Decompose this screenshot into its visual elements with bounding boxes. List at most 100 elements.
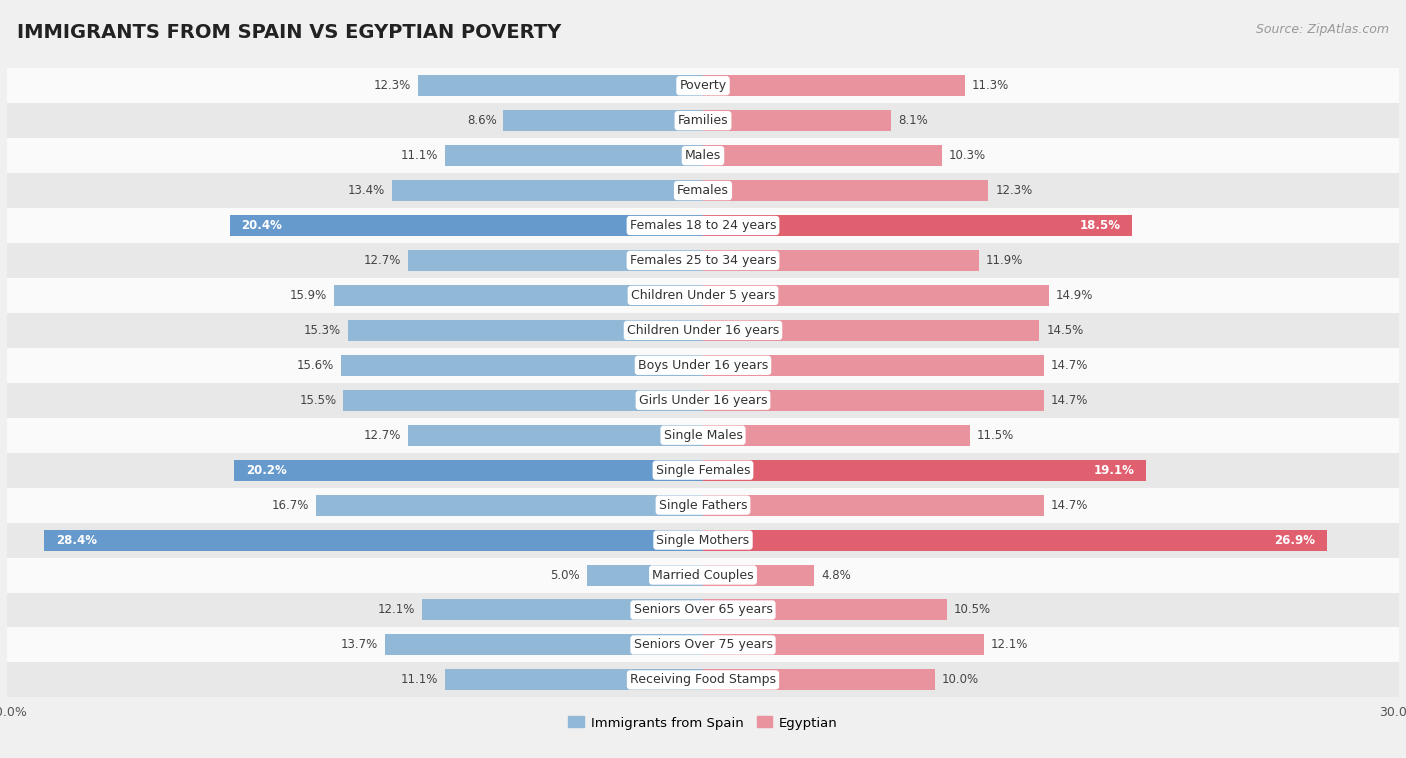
Bar: [349, 320, 703, 341]
Text: 13.4%: 13.4%: [347, 184, 385, 197]
Bar: [703, 565, 814, 585]
Bar: [44, 530, 703, 550]
Text: 4.8%: 4.8%: [821, 568, 851, 581]
Bar: [703, 424, 970, 446]
Text: Seniors Over 65 years: Seniors Over 65 years: [634, 603, 772, 616]
Text: 11.1%: 11.1%: [401, 149, 439, 162]
Text: 12.3%: 12.3%: [995, 184, 1032, 197]
Text: 8.1%: 8.1%: [898, 114, 928, 127]
Bar: [385, 634, 703, 656]
Text: Single Fathers: Single Fathers: [659, 499, 747, 512]
Bar: [408, 250, 703, 271]
Text: 15.9%: 15.9%: [290, 289, 328, 302]
Text: 12.1%: 12.1%: [991, 638, 1028, 651]
Text: 10.0%: 10.0%: [942, 673, 979, 687]
Text: Single Mothers: Single Mothers: [657, 534, 749, 547]
Bar: [342, 355, 703, 376]
Bar: [315, 495, 703, 515]
Text: 18.5%: 18.5%: [1080, 219, 1121, 232]
Bar: [7, 278, 1399, 313]
Text: 15.5%: 15.5%: [299, 393, 336, 407]
Text: 5.0%: 5.0%: [550, 568, 581, 581]
Text: Females: Females: [678, 184, 728, 197]
Bar: [7, 383, 1399, 418]
Text: 8.6%: 8.6%: [467, 114, 496, 127]
Bar: [7, 418, 1399, 453]
Text: 26.9%: 26.9%: [1274, 534, 1316, 547]
Bar: [703, 355, 1045, 376]
Bar: [703, 320, 1039, 341]
Text: 10.3%: 10.3%: [949, 149, 986, 162]
Bar: [7, 208, 1399, 243]
Text: 11.9%: 11.9%: [986, 254, 1024, 267]
Text: 13.7%: 13.7%: [342, 638, 378, 651]
Text: 28.4%: 28.4%: [56, 534, 97, 547]
Bar: [418, 75, 703, 96]
Bar: [7, 662, 1399, 697]
Text: 14.7%: 14.7%: [1052, 499, 1088, 512]
Text: Males: Males: [685, 149, 721, 162]
Bar: [703, 390, 1045, 411]
Text: 16.7%: 16.7%: [271, 499, 308, 512]
Bar: [235, 459, 703, 481]
Text: Children Under 16 years: Children Under 16 years: [627, 324, 779, 337]
Text: Single Females: Single Females: [655, 464, 751, 477]
Bar: [703, 75, 965, 96]
Bar: [7, 138, 1399, 173]
Text: 14.5%: 14.5%: [1046, 324, 1084, 337]
Bar: [703, 110, 891, 131]
Bar: [588, 565, 703, 585]
Text: 11.3%: 11.3%: [972, 79, 1010, 92]
Text: 10.5%: 10.5%: [953, 603, 991, 616]
Bar: [703, 530, 1327, 550]
Bar: [703, 250, 979, 271]
Text: IMMIGRANTS FROM SPAIN VS EGYPTIAN POVERTY: IMMIGRANTS FROM SPAIN VS EGYPTIAN POVERT…: [17, 23, 561, 42]
Bar: [7, 103, 1399, 138]
Text: 14.9%: 14.9%: [1056, 289, 1092, 302]
Bar: [446, 669, 703, 691]
Bar: [703, 669, 935, 691]
Bar: [703, 285, 1049, 306]
Text: Girls Under 16 years: Girls Under 16 years: [638, 393, 768, 407]
Bar: [422, 600, 703, 621]
Text: 12.3%: 12.3%: [374, 79, 411, 92]
Bar: [7, 348, 1399, 383]
Bar: [392, 180, 703, 201]
Bar: [7, 558, 1399, 593]
Bar: [7, 68, 1399, 103]
Legend: Immigrants from Spain, Egyptian: Immigrants from Spain, Egyptian: [562, 711, 844, 735]
Text: Single Males: Single Males: [664, 429, 742, 442]
Text: Children Under 5 years: Children Under 5 years: [631, 289, 775, 302]
Text: 14.7%: 14.7%: [1052, 393, 1088, 407]
Bar: [335, 285, 703, 306]
Bar: [7, 628, 1399, 662]
Text: 19.1%: 19.1%: [1094, 464, 1135, 477]
Text: 12.7%: 12.7%: [364, 254, 402, 267]
Bar: [703, 180, 988, 201]
Text: Boys Under 16 years: Boys Under 16 years: [638, 359, 768, 372]
Text: Poverty: Poverty: [679, 79, 727, 92]
Text: 12.7%: 12.7%: [364, 429, 402, 442]
Bar: [7, 593, 1399, 628]
Bar: [7, 453, 1399, 487]
Text: Females 18 to 24 years: Females 18 to 24 years: [630, 219, 776, 232]
Bar: [503, 110, 703, 131]
Bar: [7, 522, 1399, 558]
Bar: [7, 487, 1399, 522]
Text: Married Couples: Married Couples: [652, 568, 754, 581]
Text: 20.2%: 20.2%: [246, 464, 287, 477]
Text: 14.7%: 14.7%: [1052, 359, 1088, 372]
Text: 11.1%: 11.1%: [401, 673, 439, 687]
Bar: [703, 495, 1045, 515]
Text: Source: ZipAtlas.com: Source: ZipAtlas.com: [1256, 23, 1389, 36]
Text: 20.4%: 20.4%: [242, 219, 283, 232]
Bar: [343, 390, 703, 411]
Text: Seniors Over 75 years: Seniors Over 75 years: [634, 638, 772, 651]
Text: 11.5%: 11.5%: [977, 429, 1014, 442]
Bar: [703, 634, 984, 656]
Bar: [7, 313, 1399, 348]
Bar: [7, 173, 1399, 208]
Bar: [703, 600, 946, 621]
Text: 15.6%: 15.6%: [297, 359, 335, 372]
Bar: [703, 215, 1132, 236]
